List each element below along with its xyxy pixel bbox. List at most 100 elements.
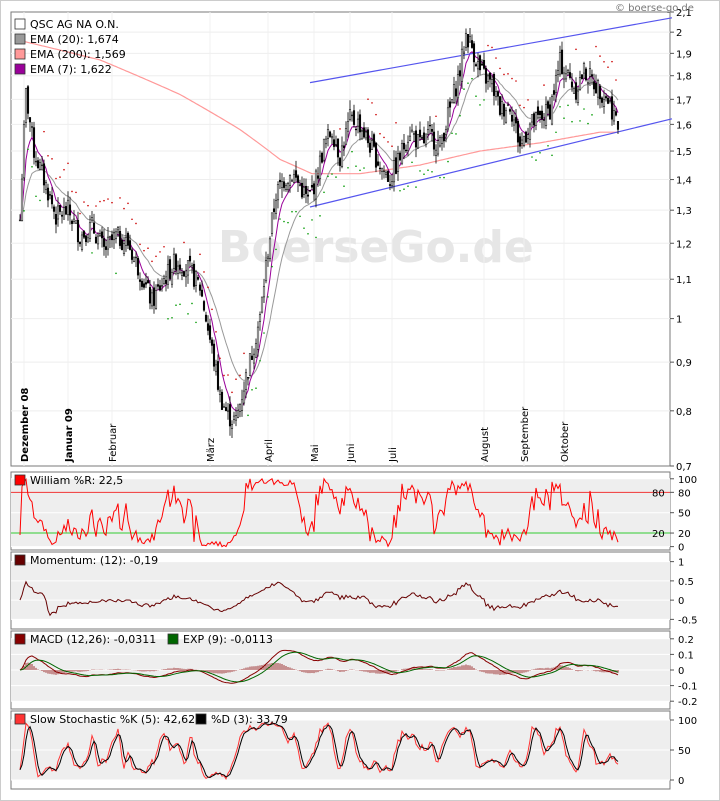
momentum-band: [11, 561, 670, 620]
candle-body: [188, 255, 192, 262]
psar-dot: [135, 222, 137, 225]
candle-body: [516, 120, 520, 143]
psar-dot: [483, 99, 485, 101]
william-y-tick-label: 0: [678, 543, 684, 554]
psar-dot: [115, 272, 117, 275]
candle-body: [106, 236, 110, 250]
candle-body: [88, 222, 92, 239]
candle-body: [204, 314, 208, 322]
candle-body: [514, 117, 518, 124]
psar-dot: [475, 95, 477, 97]
candle-body: [22, 124, 26, 179]
candle-body: [228, 404, 232, 427]
main-x-label: August: [480, 427, 491, 462]
candle-body: [382, 170, 386, 172]
psar-dot: [59, 176, 61, 178]
candle-body: [456, 74, 460, 99]
main-y-tick-label: 1,9: [676, 49, 692, 60]
psar-dot: [415, 186, 417, 188]
main-x-label: September: [520, 406, 531, 462]
psar-dot: [491, 46, 493, 49]
candle-body: [54, 214, 58, 225]
william-legend-label: William %R: 22,5: [30, 474, 123, 487]
candle-body: [126, 232, 130, 246]
psar-dot: [591, 114, 593, 116]
candle-body: [440, 137, 444, 144]
candle-body: [606, 97, 610, 104]
candle-body: [582, 63, 586, 74]
candle-body: [256, 326, 260, 350]
psar-dot: [367, 98, 369, 100]
main-y-tick-label: 0,8: [676, 407, 692, 418]
macd-legend-label: MACD (12,26): -0,0311: [30, 633, 156, 646]
psar-dot: [23, 210, 25, 212]
candle-body: [604, 96, 608, 99]
psar-dot: [583, 108, 585, 110]
candle-body: [118, 231, 122, 246]
candle-body: [362, 127, 366, 138]
candle-body: [100, 231, 104, 239]
candle-body: [500, 101, 504, 114]
candle-body: [90, 217, 94, 221]
psar-dot: [71, 190, 73, 193]
candle-body: [164, 279, 168, 284]
candle-body: [402, 142, 406, 150]
candle-body: [360, 129, 364, 132]
candle-body: [460, 48, 464, 82]
candle-body: [40, 164, 44, 167]
candle-body: [324, 138, 328, 145]
main-x-label: Mai: [310, 444, 321, 462]
main-y-tick-label: 1,4: [676, 176, 692, 187]
candle-body: [220, 391, 224, 410]
candle-body: [602, 99, 606, 107]
psar-dot: [323, 191, 325, 194]
william-legend-swatch: [14, 474, 26, 486]
psar-dot: [543, 84, 545, 86]
macd-legend-swatch: [167, 633, 179, 645]
candle-body: [48, 194, 52, 196]
candle-body: [310, 185, 314, 188]
psar-dot: [171, 316, 173, 319]
candle-body: [244, 372, 248, 390]
candle-body: [546, 101, 550, 109]
psar-dot: [87, 204, 89, 207]
candle-body: [524, 131, 528, 143]
candle-body: [194, 271, 198, 286]
william-level-20-label: 20: [652, 529, 665, 540]
psar-dot: [403, 188, 405, 190]
candle-body: [174, 254, 178, 271]
candle-body: [430, 129, 434, 132]
source-credit: © boerse-go.de: [615, 3, 694, 14]
candle-body: [160, 285, 164, 287]
psar-dot: [523, 106, 525, 109]
psar-dot: [119, 197, 121, 199]
candle-body: [92, 222, 96, 234]
candle-body: [30, 126, 34, 128]
candle-body: [290, 180, 294, 182]
psar-dot: [359, 169, 361, 172]
psar-dot: [167, 317, 169, 320]
candle-body: [480, 63, 484, 66]
main-x-label: April: [264, 439, 275, 462]
momentum-legend-swatch: [14, 554, 26, 566]
candle-body: [200, 289, 204, 297]
psar-dot: [375, 113, 377, 116]
psar-dot: [431, 170, 433, 173]
psar-dot: [75, 191, 77, 194]
psar-dot: [95, 205, 97, 207]
candle-body: [432, 131, 436, 150]
candle-body: [484, 68, 488, 84]
candle-body: [156, 284, 160, 287]
candle-body: [252, 353, 256, 364]
candle-body: [600, 97, 604, 103]
candle-body: [272, 208, 276, 212]
psar-dot: [391, 145, 393, 148]
candle-body: [394, 157, 398, 174]
candle-body: [384, 172, 388, 175]
psar-dot: [539, 151, 541, 154]
psar-dot: [383, 136, 385, 139]
candle-body: [294, 170, 298, 178]
candle-body: [494, 91, 498, 98]
psar-dot: [499, 67, 501, 70]
candle-body: [526, 134, 530, 140]
